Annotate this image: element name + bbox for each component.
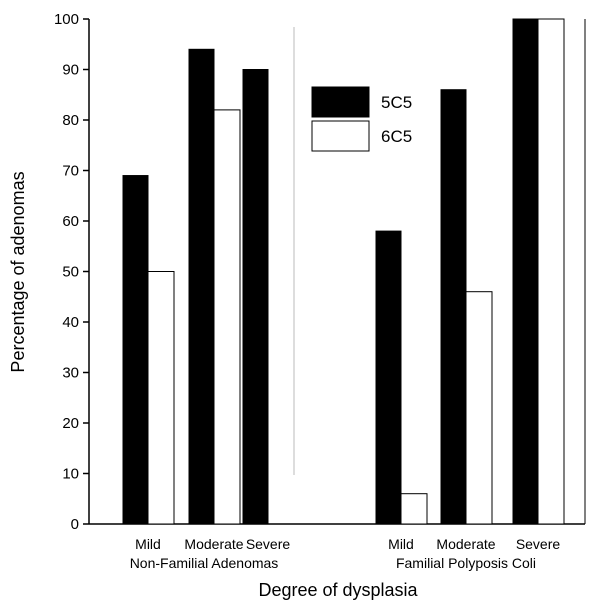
bar-6c5-0-1	[213, 109, 241, 525]
y-tick-label: 60	[62, 213, 79, 230]
category-label: Mild	[388, 536, 414, 552]
bar-6c5-1-0	[400, 493, 428, 525]
bar-6c5-0-0	[147, 271, 175, 525]
bar-5c5-0-1	[188, 48, 215, 525]
category-label: Severe	[516, 536, 561, 552]
bar-6c5-1-1	[465, 291, 493, 525]
y-tick-label: 0	[71, 516, 79, 533]
bar-5c5-0-0	[122, 175, 149, 525]
group-label: Familial Polyposis Coli	[396, 555, 536, 571]
x-axis-label: Degree of dysplasia	[258, 580, 418, 600]
legend-swatch-5c5	[311, 86, 370, 118]
legend-swatch-6c5	[311, 120, 370, 152]
y-tick-label: 90	[62, 62, 79, 79]
legend-label: 6C5	[381, 127, 412, 146]
legend-label: 5C5	[381, 93, 412, 112]
bar-6c5-1-2	[537, 18, 565, 525]
y-tick-label: 40	[62, 314, 79, 331]
bar-5c5-1-2	[512, 18, 539, 525]
bars	[122, 18, 565, 525]
category-label: Mild	[135, 536, 161, 552]
bar-5c5-1-1	[440, 89, 467, 525]
category-label: Moderate	[436, 536, 495, 552]
y-tick-label: 10	[62, 466, 79, 483]
category-label: Moderate	[184, 536, 243, 552]
bar-5c5-0-2	[242, 69, 269, 525]
y-tick-label: 20	[62, 415, 79, 432]
y-axis-label: Percentage of adenomas	[8, 171, 28, 372]
legend: 5C5 6C5	[311, 86, 412, 152]
y-axis: 0 10 20 30 40 50 60 70 80 90 100	[54, 11, 89, 533]
category-label: Severe	[246, 536, 291, 552]
y-tick-label: 50	[62, 264, 79, 281]
y-tick-label: 70	[62, 163, 79, 180]
y-tick-label: 80	[62, 112, 79, 129]
bar-5c5-1-0	[375, 230, 402, 525]
y-tick-label: 30	[62, 365, 79, 382]
y-tick-label: 100	[54, 11, 79, 28]
group-label: Non-Familial Adenomas	[130, 555, 279, 571]
